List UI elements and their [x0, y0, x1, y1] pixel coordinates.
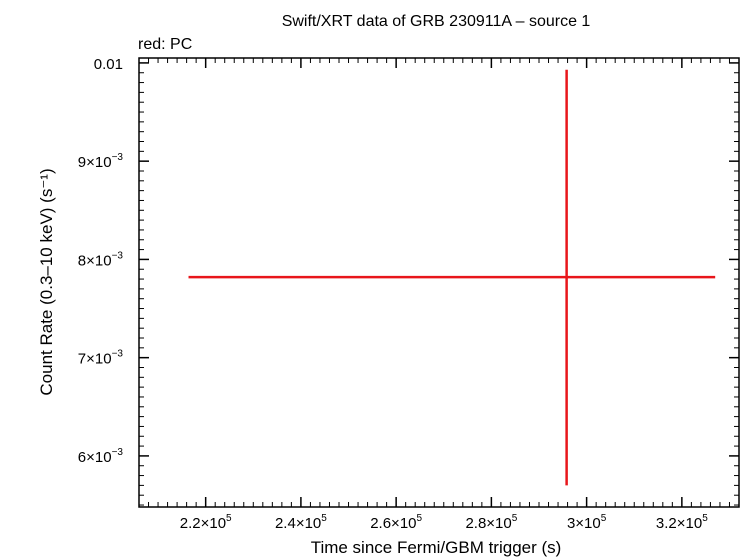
y-axis-label: Count Rate (0.3–10 keV) (s⁻¹) [37, 168, 56, 395]
x-tick-label: 2.8×105 [465, 513, 517, 532]
x-tick-label: 2.4×105 [275, 513, 327, 532]
x-tick-label: 2.6×105 [370, 513, 422, 532]
data-marks [188, 69, 716, 486]
x-tick-label: 2.2×105 [180, 513, 232, 532]
y-tick-label: 9×10−3 [78, 152, 124, 171]
y-tick-label: 0.01 [94, 56, 123, 73]
plot-frame [138, 57, 740, 508]
x-axis-ticks: 2.2×105 2.4×105 2.6×105 2.8×105 3×105 3.2×105 [138, 58, 740, 532]
y-tick-label: 6×10−3 [78, 447, 124, 466]
y-tick-label: 8×10−3 [78, 250, 124, 269]
chart-subtitle: red: PC [138, 36, 192, 53]
chart-title: Swift/XRT data of GRB 230911A – source 1 [282, 13, 591, 30]
x-axis-label: Time since Fermi/GBM trigger (s) [311, 538, 562, 557]
y-tick-label: 7×10−3 [78, 349, 124, 368]
x-tick-label: 3.2×105 [656, 513, 708, 532]
y-axis-ticks: 0.01 9×10−3 8×10−3 7×10−3 6×10−3 [78, 56, 739, 506]
x-tick-label: 3×105 [567, 513, 607, 532]
